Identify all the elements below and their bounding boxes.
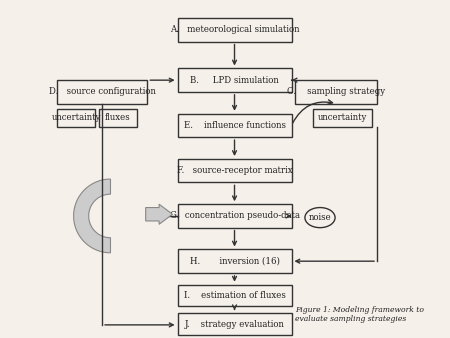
Text: G.  concentration pseudo-data: G. concentration pseudo-data	[170, 212, 300, 220]
FancyBboxPatch shape	[178, 18, 292, 42]
Text: B.     LPD simulation: B. LPD simulation	[190, 76, 279, 84]
Text: fluxes: fluxes	[105, 113, 131, 122]
Text: Figure 1: Modeling framework to
evaluate sampling strategies: Figure 1: Modeling framework to evaluate…	[295, 306, 424, 323]
FancyBboxPatch shape	[313, 108, 372, 127]
FancyBboxPatch shape	[295, 80, 377, 104]
Text: J.    strategy evaluation: J. strategy evaluation	[184, 319, 284, 329]
FancyArrow shape	[146, 204, 172, 224]
Text: E.    influence functions: E. influence functions	[184, 121, 285, 130]
FancyBboxPatch shape	[178, 313, 292, 335]
Text: H.       inversion (16): H. inversion (16)	[189, 257, 279, 266]
FancyBboxPatch shape	[178, 68, 292, 92]
Text: C.    sampling strategy: C. sampling strategy	[287, 88, 385, 96]
FancyBboxPatch shape	[99, 108, 137, 127]
Text: uncertainty: uncertainty	[318, 113, 367, 122]
FancyBboxPatch shape	[178, 285, 292, 307]
FancyBboxPatch shape	[178, 159, 292, 183]
Text: A.   meteorological simulation: A. meteorological simulation	[170, 25, 299, 34]
Polygon shape	[74, 179, 111, 253]
FancyBboxPatch shape	[178, 204, 292, 228]
Text: I.    estimation of fluxes: I. estimation of fluxes	[184, 291, 285, 300]
Text: noise: noise	[309, 213, 331, 222]
FancyBboxPatch shape	[178, 249, 292, 273]
Ellipse shape	[305, 208, 335, 228]
FancyBboxPatch shape	[57, 80, 147, 104]
FancyBboxPatch shape	[57, 108, 95, 127]
Text: D.   source configuration: D. source configuration	[49, 88, 156, 96]
Text: uncertainty: uncertainty	[51, 113, 101, 122]
FancyBboxPatch shape	[178, 114, 292, 137]
Text: F.   source-receptor matrix: F. source-receptor matrix	[177, 166, 292, 175]
